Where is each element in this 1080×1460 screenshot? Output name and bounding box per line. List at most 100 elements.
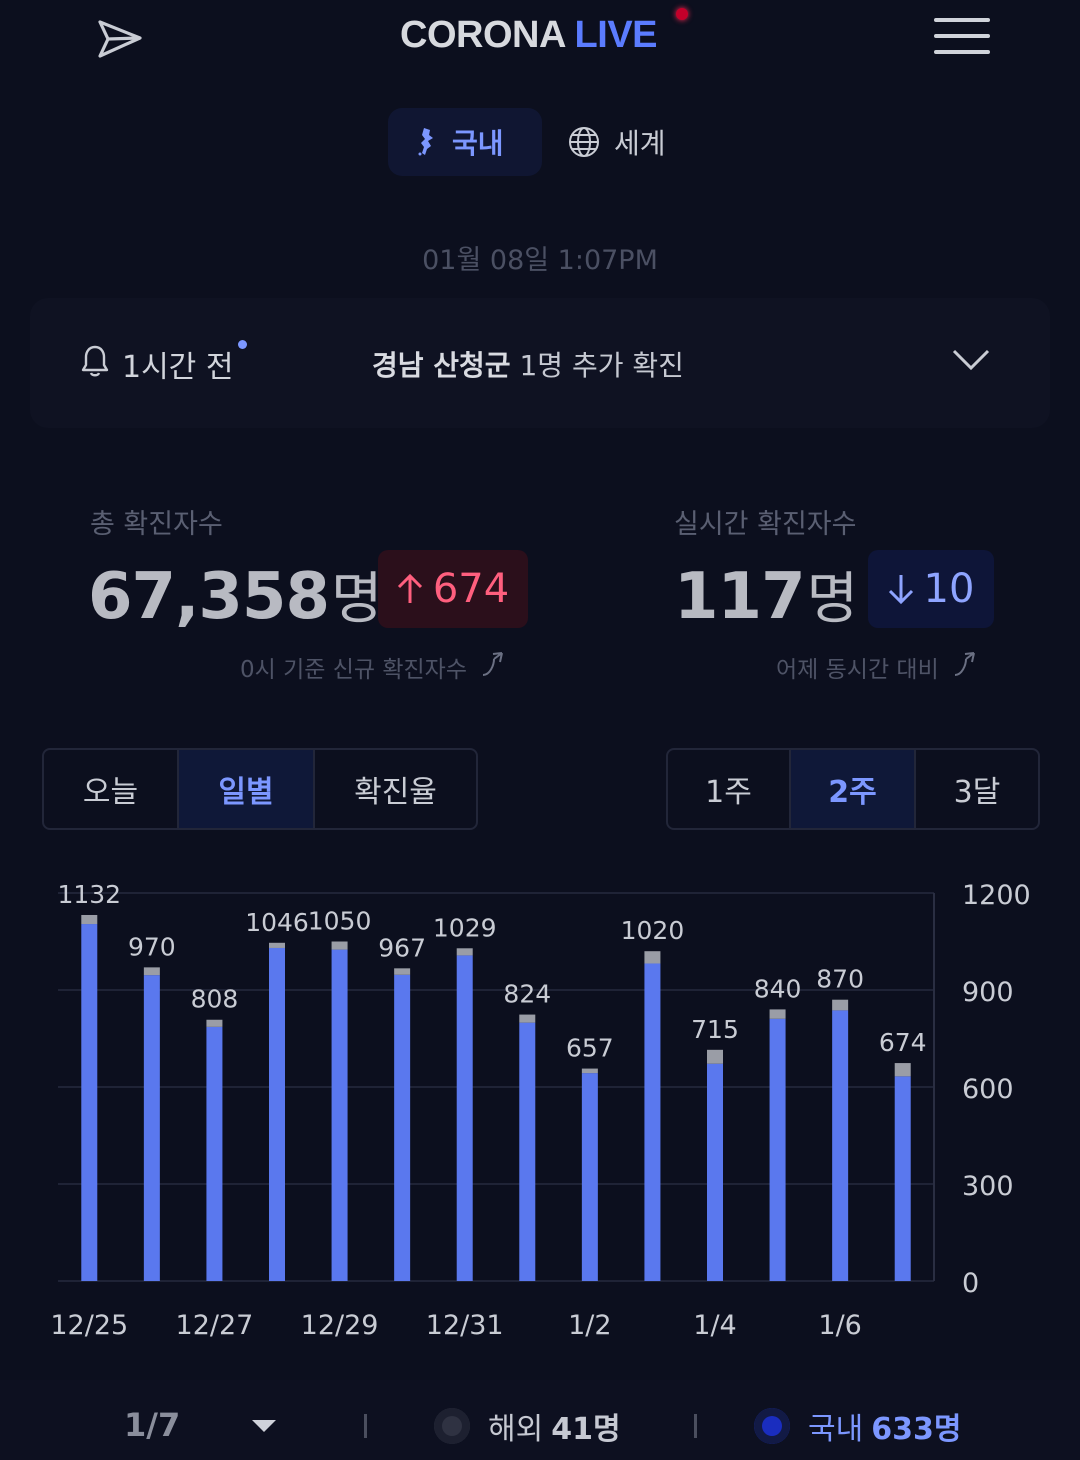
total-cases-note[interactable]: 0시 기준 신규 확진자수 (240, 650, 510, 684)
abroad-dot-icon (434, 1408, 470, 1444)
tab-2-weeks[interactable]: 2주 (791, 750, 916, 828)
total-cases-unit: 명 (330, 567, 383, 632)
arrow-up-icon (397, 573, 423, 605)
data-label: 1020 (621, 916, 685, 945)
notice-time-ago: 1시간 전 (122, 350, 234, 385)
notice-text: 1명 추가 확진 (519, 349, 684, 382)
bar-abroad (81, 914, 98, 925)
bar-domestic (707, 1063, 723, 1281)
data-label: 674 (879, 1028, 927, 1057)
x-tick-label: 1/4 (693, 1310, 736, 1341)
total-cases-number: 67,358 (88, 560, 330, 634)
data-label: 1132 (57, 880, 121, 909)
link-arrow-icon (483, 652, 504, 676)
bar-abroad (394, 968, 411, 975)
daily-cases-chart: 03006009001200113212/2597080812/27104610… (50, 880, 1031, 1341)
abroad-value: 41명 (551, 1412, 621, 1447)
bar-abroad (206, 1019, 223, 1027)
bar-domestic (832, 1010, 849, 1281)
legend-domestic: 국내 633명 (754, 1404, 961, 1448)
y-tick-label: 1200 (962, 880, 1031, 911)
domestic-label: 국내 (808, 1412, 864, 1447)
x-tick-label: 12/25 (50, 1310, 128, 1341)
range-tabs: 1주 2주 3달 (666, 748, 1040, 830)
bell-icon (80, 344, 110, 382)
bar-domestic (456, 955, 473, 1281)
total-cases-delta: 674 (378, 550, 528, 628)
bar-abroad (644, 951, 661, 964)
bar-domestic (519, 1022, 536, 1281)
realtime-cases-note-text: 어제 동시간 대비 (776, 657, 939, 683)
data-label: 657 (566, 1034, 614, 1063)
bar-domestic (581, 1073, 598, 1281)
x-tick-label: 12/27 (176, 1310, 254, 1341)
bar-domestic (769, 1018, 786, 1281)
x-tick-label: 12/31 (426, 1310, 504, 1341)
bar-abroad (707, 1049, 723, 1064)
realtime-cases-note[interactable]: 어제 동시간 대비 (776, 650, 982, 684)
bar-abroad (769, 1009, 786, 1019)
bar-abroad (581, 1068, 598, 1074)
tab-3-months[interactable]: 3달 (953, 775, 1001, 810)
tab-domestic[interactable]: 국내 (388, 108, 542, 176)
bar-domestic (206, 1026, 223, 1281)
caret-down-icon[interactable] (252, 1420, 276, 1432)
bar-abroad (519, 1014, 536, 1023)
notice-location: 경남 산청군 (372, 349, 511, 382)
realtime-cases-delta: 10 (868, 550, 994, 628)
bar-domestic (143, 975, 160, 1281)
bar-abroad (832, 999, 849, 1011)
data-label: 808 (191, 985, 239, 1014)
view-mode-tabs: 오늘 일별 확진율 (42, 748, 478, 830)
logo-corona: CORONA (400, 14, 565, 56)
realtime-cases-value: 117명 (674, 554, 858, 635)
bar-abroad (331, 941, 348, 950)
globe-icon (568, 126, 600, 158)
tab-domestic-label: 국내 (452, 127, 504, 160)
hamburger-menu-icon[interactable] (934, 18, 990, 62)
app-header: CORONA LIVE (0, 0, 1080, 90)
region-tabs: 국내 세계 (388, 108, 694, 176)
bar-domestic (331, 949, 348, 1281)
data-label: 824 (503, 980, 551, 1009)
total-cases-delta-value: 674 (432, 566, 510, 612)
total-cases-label: 총 확진자수 (90, 509, 223, 540)
chevron-down-icon[interactable] (952, 348, 990, 376)
date-selector[interactable]: 1/7 (124, 1406, 181, 1444)
korea-map-icon (416, 127, 438, 157)
bar-domestic (394, 974, 411, 1281)
tab-positivity-rate[interactable]: 확진율 (354, 775, 437, 810)
y-tick-label: 600 (962, 1074, 1014, 1105)
y-tick-label: 0 (962, 1268, 979, 1299)
data-label: 715 (691, 1015, 739, 1044)
divider (364, 1414, 367, 1438)
tab-daily[interactable]: 일별 (179, 750, 315, 828)
total-cases-value: 67,358명 (88, 554, 382, 635)
app-logo[interactable]: CORONA LIVE (400, 14, 658, 57)
total-cases-note-text: 0시 기준 신규 확진자수 (240, 657, 468, 683)
new-indicator-dot (238, 340, 247, 349)
domestic-value: 633명 (871, 1412, 962, 1447)
y-tick-label: 900 (962, 977, 1014, 1008)
domestic-dot-icon (754, 1408, 790, 1444)
legend-abroad: 해외 41명 (434, 1404, 621, 1448)
realtime-cases-delta-value: 10 (923, 566, 975, 612)
update-timestamp: 01월 08일 1:07PM (422, 245, 658, 276)
link-arrow-icon (954, 652, 976, 676)
data-label: 1046 (245, 908, 309, 937)
tab-1-week[interactable]: 1주 (668, 750, 791, 828)
bar-domestic (269, 947, 285, 1281)
data-label: 1029 (433, 913, 497, 942)
tab-world[interactable]: 세계 (542, 108, 694, 176)
bar-abroad (456, 948, 473, 956)
latest-notice[interactable]: 1시간 전 경남 산청군 1명 추가 확진 (30, 298, 1050, 428)
data-label: 840 (754, 974, 802, 1003)
tab-world-label: 세계 (614, 127, 666, 160)
realtime-cases-number: 117 (674, 560, 806, 634)
live-indicator-dot (676, 8, 688, 20)
send-icon[interactable] (96, 16, 144, 64)
tab-today[interactable]: 오늘 (44, 750, 179, 828)
bar-domestic (644, 963, 661, 1281)
abroad-label: 해외 (488, 1412, 544, 1447)
data-label: 1050 (308, 907, 372, 936)
